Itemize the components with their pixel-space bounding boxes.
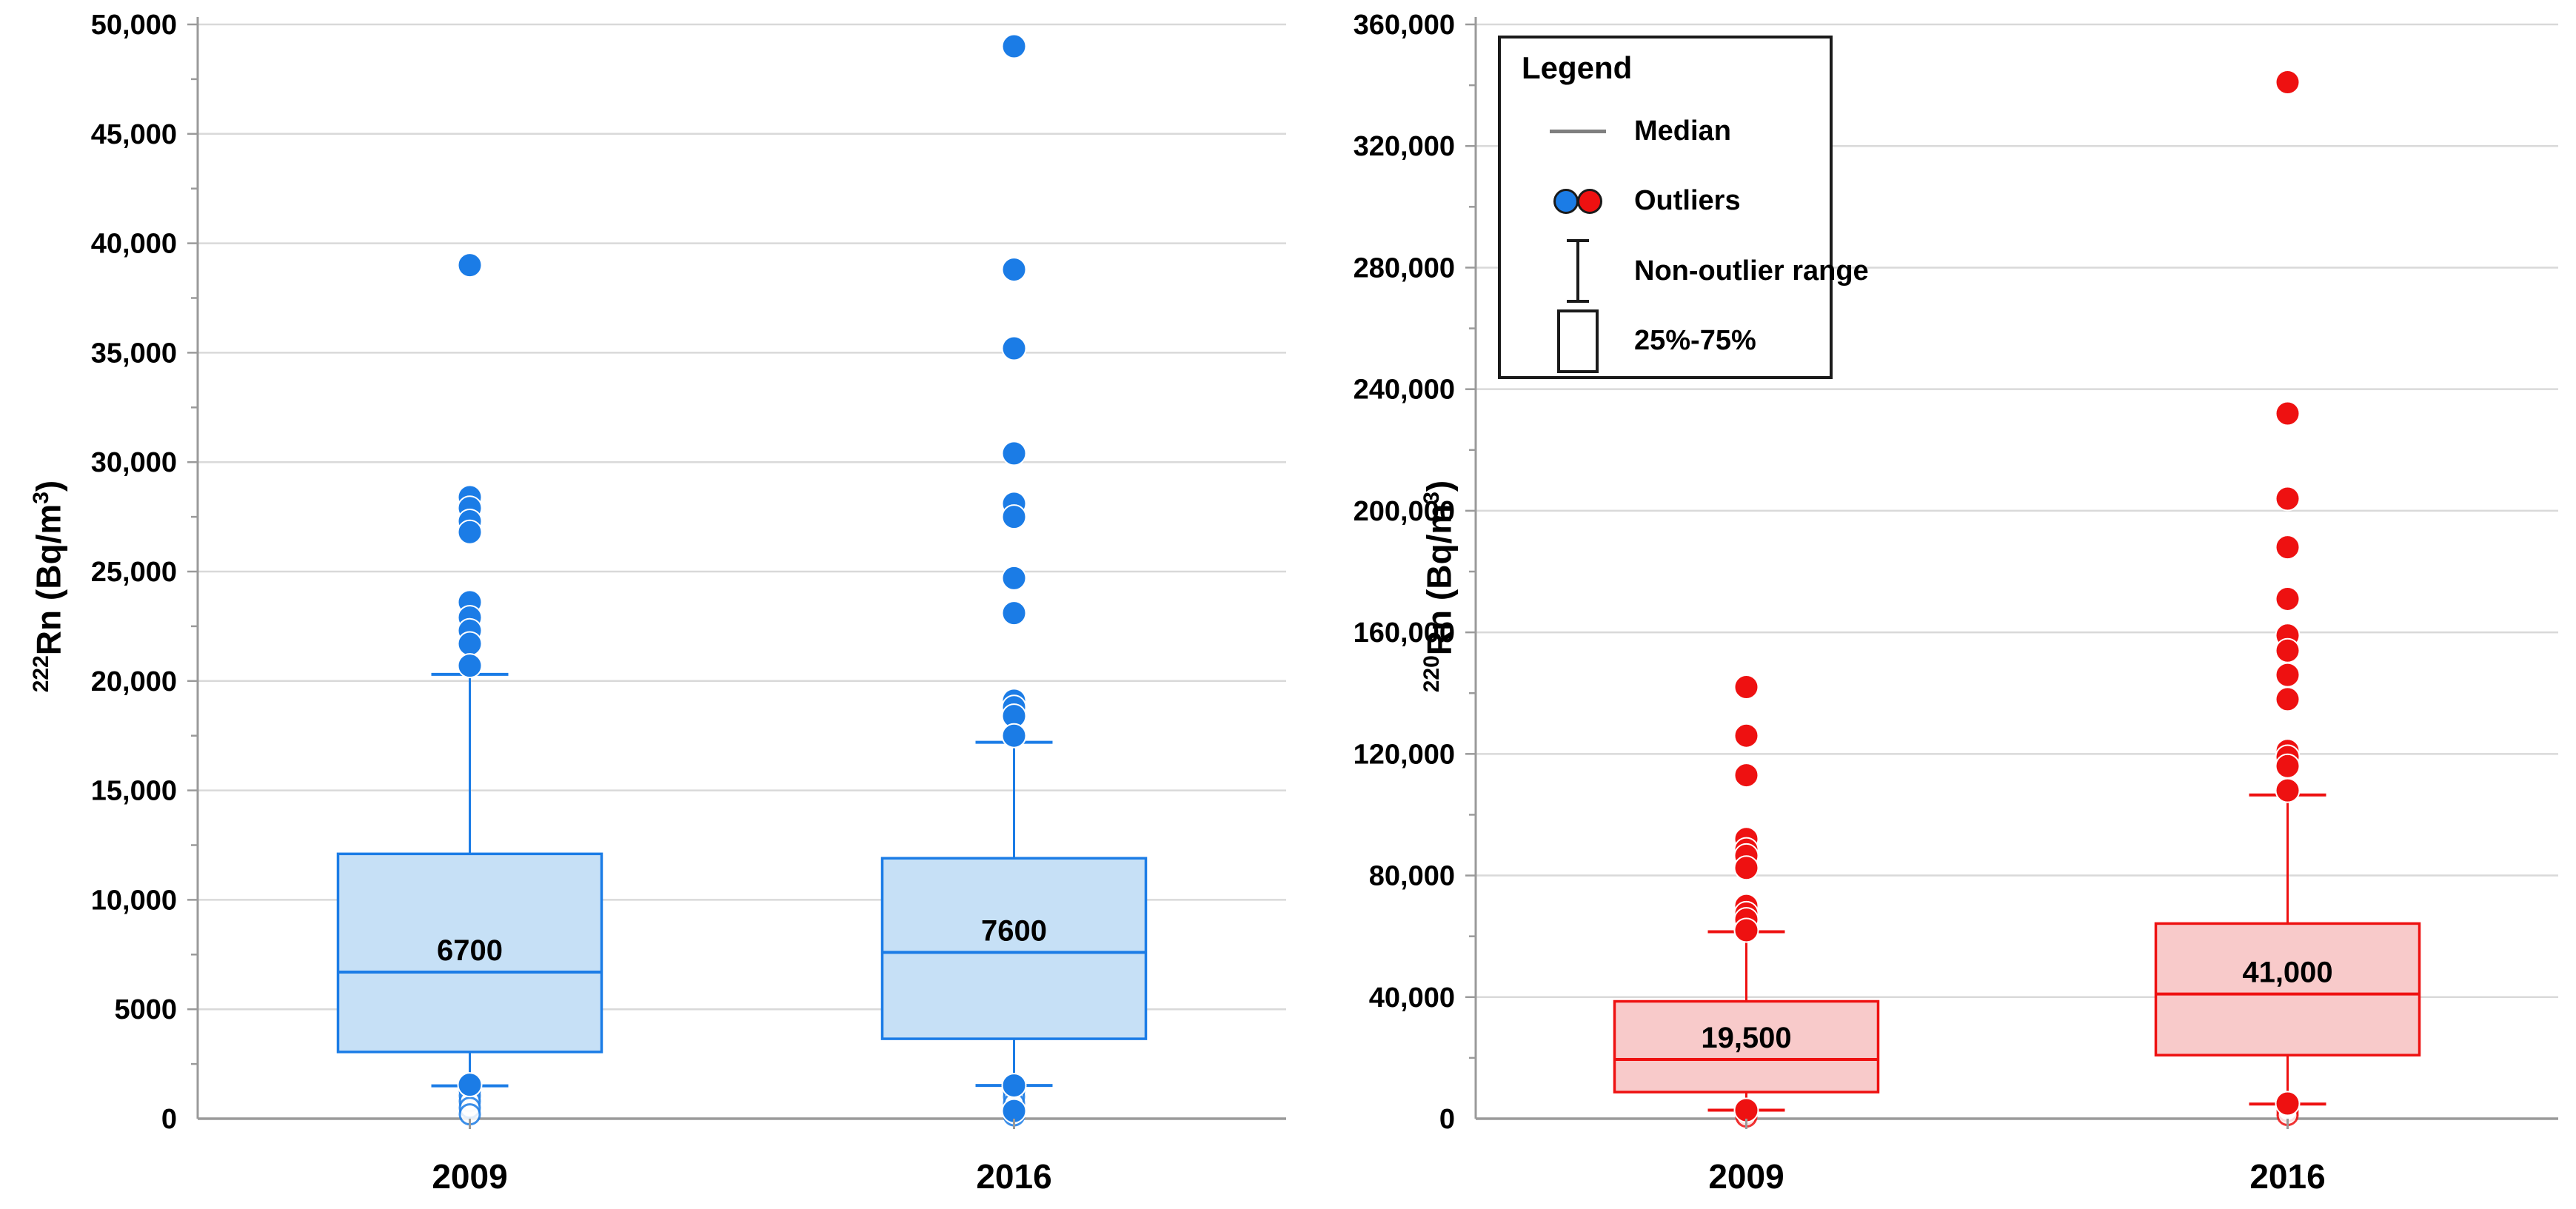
svg-text:10,000: 10,000 — [91, 885, 177, 916]
isotope-superscript: 220 — [1419, 655, 1444, 693]
svg-text:320,000: 320,000 — [1354, 131, 1455, 162]
svg-text:35,000: 35,000 — [91, 338, 177, 369]
isotope-superscript: 222 — [29, 655, 53, 693]
svg-text:2009: 2009 — [432, 1157, 507, 1196]
svg-text:15,000: 15,000 — [91, 776, 177, 807]
svg-text:2016: 2016 — [976, 1157, 1051, 1196]
svg-text:200,000: 200,000 — [1354, 496, 1455, 527]
svg-text:20,000: 20,000 — [91, 666, 177, 697]
svg-text:120,000: 120,000 — [1354, 739, 1455, 770]
legend-item-range: Non-outlier range — [1522, 236, 1869, 307]
quartile-box-icon — [1522, 309, 1634, 373]
legend-item-median: Median — [1522, 96, 1822, 167]
svg-text:0: 0 — [1439, 1104, 1455, 1135]
svg-text:7600: 7600 — [981, 914, 1047, 947]
svg-text:45,000: 45,000 — [91, 119, 177, 150]
svg-text:6700: 6700 — [437, 934, 503, 967]
svg-text:19,500: 19,500 — [1701, 1022, 1791, 1054]
svg-text:160,000: 160,000 — [1354, 617, 1455, 649]
median-line-icon — [1522, 129, 1634, 133]
svg-text:40,000: 40,000 — [1369, 982, 1455, 1014]
svg-text:41,000: 41,000 — [2242, 957, 2332, 989]
legend-box: Legend Median Outliers Non-outlier range — [1498, 36, 1869, 379]
svg-text:40,000: 40,000 — [91, 229, 177, 260]
svg-text:0: 0 — [161, 1104, 177, 1135]
legend-title: Legend — [1522, 50, 1633, 85]
y-axis-title-rn220: 220Rn (Bq/m3) — [1419, 480, 1459, 693]
legend-item-box: 25%-75% — [1522, 306, 1822, 376]
svg-text:2009: 2009 — [1708, 1157, 1784, 1196]
svg-text:280,000: 280,000 — [1354, 252, 1455, 284]
svg-text:25,000: 25,000 — [91, 557, 177, 588]
svg-text:240,000: 240,000 — [1354, 375, 1455, 406]
svg-text:5000: 5000 — [114, 994, 177, 1025]
y-axis-title-rn222: 222Rn (Bq/m3) — [29, 480, 68, 693]
svg-text:360,000: 360,000 — [1354, 10, 1455, 41]
svg-text:80,000: 80,000 — [1369, 861, 1455, 892]
svg-text:50,000: 50,000 — [91, 10, 177, 41]
svg-text:2016: 2016 — [2249, 1157, 2325, 1196]
error-bar-icon — [1522, 237, 1634, 305]
svg-text:30,000: 30,000 — [91, 447, 177, 478]
outlier-dots-icon — [1522, 188, 1634, 214]
legend-item-outliers: Outliers — [1522, 166, 1822, 236]
